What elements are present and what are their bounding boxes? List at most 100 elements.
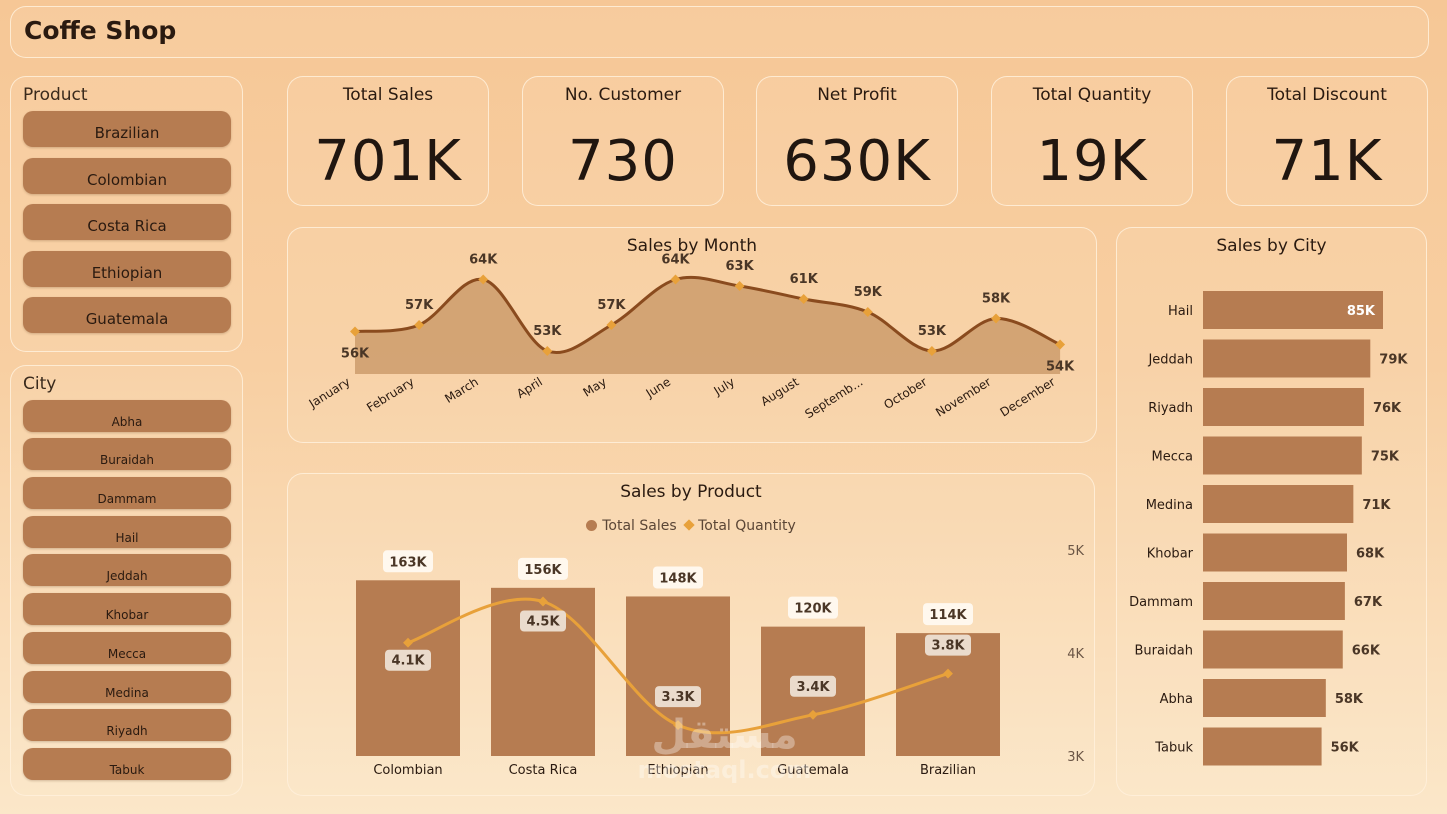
- city-item-medina[interactable]: Medina: [23, 671, 231, 703]
- data-label-box: [383, 550, 433, 573]
- category-label: Buraidah: [1134, 644, 1193, 659]
- data-label: 120K: [794, 602, 832, 617]
- x-tick-label: February: [364, 375, 417, 415]
- x-tick-label: July: [711, 375, 738, 399]
- product-item-costa-rica[interactable]: Costa Rica: [23, 204, 231, 240]
- kpi-value: 71K: [1271, 129, 1383, 194]
- bar: [1203, 727, 1322, 766]
- secondary-axis-tick: 3K: [1067, 750, 1084, 765]
- product-slicer-title: Product: [23, 85, 88, 105]
- city-item-khobar[interactable]: Khobar: [23, 593, 231, 625]
- product-item-ethiopian[interactable]: Ethiopian: [23, 251, 231, 287]
- quantity-point: [673, 720, 683, 731]
- x-tick-label: May: [581, 375, 609, 400]
- data-label: 156K: [524, 563, 562, 578]
- quantity-label: 4.5K: [526, 615, 560, 630]
- category-label: Riyadh: [1148, 401, 1193, 416]
- data-point: [1055, 339, 1066, 350]
- sales-by-city-card: Sales by City Hail 85K Jeddah 79K Riyadh 76K M…: [1116, 227, 1427, 796]
- kpi-value: 730: [568, 129, 678, 194]
- x-tick-label: August: [758, 375, 801, 409]
- category-label: Hail: [1168, 304, 1193, 319]
- quantity-line: [407, 597, 949, 735]
- data-label: 68K: [1356, 547, 1385, 562]
- x-tick-label: March: [442, 375, 480, 406]
- product-item-colombian[interactable]: Colombian: [23, 158, 231, 194]
- quantity-label-box: [520, 610, 566, 632]
- kpi-label: No. Customer: [564, 85, 682, 105]
- product-item-brazilian[interactable]: Brazilian: [23, 111, 231, 147]
- kpi-total-discount: Total Discount 71K: [1226, 76, 1428, 206]
- secondary-axis-tick: 5K: [1067, 544, 1084, 559]
- data-label: 79K: [1379, 353, 1408, 368]
- data-point: [862, 307, 873, 317]
- sales-by-month-card: Sales by Month 56K January 57K February 64K M…: [287, 227, 1097, 443]
- product-item-guatemala[interactable]: Guatemala: [23, 297, 231, 333]
- data-label: 59K: [854, 285, 883, 300]
- data-label: 67K: [1354, 595, 1383, 610]
- x-tick-label: April: [514, 375, 545, 401]
- city-item-riyadh[interactable]: Riyadh: [23, 709, 231, 741]
- quantity-label: 3.4K: [796, 680, 830, 695]
- quantity-label-box: [925, 634, 971, 656]
- city-item-dammam[interactable]: Dammam: [23, 477, 231, 509]
- data-label-box: [923, 603, 973, 626]
- series-line: [354, 275, 1061, 354]
- category-label: Costa Rica: [509, 763, 578, 778]
- watermark: مستقل mostaql.com: [632, 713, 817, 783]
- city-item-jeddah[interactable]: Jeddah: [23, 554, 231, 586]
- data-label: 75K: [1371, 450, 1400, 465]
- data-label: 58K: [1335, 692, 1364, 707]
- data-label: 64K: [661, 253, 690, 268]
- city-slicer-title: City: [23, 374, 57, 394]
- bar: [1203, 485, 1354, 523]
- data-label: 71K: [1362, 498, 1391, 513]
- chart-title: Sales by Product: [620, 482, 762, 502]
- sales-by-city-chart: Hail 85K Jeddah 79K Riyadh 76K Mecca 75K Medina 7…: [1129, 291, 1408, 766]
- chart-title: Sales by City: [1216, 236, 1327, 256]
- category-label: Abha: [1160, 692, 1193, 707]
- city-item-hail[interactable]: Hail: [23, 516, 231, 548]
- kpi-net-profit: Net Profit 630K: [756, 76, 958, 206]
- kpi-value: 630K: [783, 129, 931, 194]
- data-point: [926, 346, 937, 356]
- watermark-arabic: مستقل: [651, 712, 798, 758]
- data-label: 57K: [597, 298, 626, 313]
- kpi-total-quantity: Total Quantity 19K: [991, 76, 1193, 206]
- quantity-label-box: [385, 649, 431, 671]
- data-point: [670, 274, 681, 285]
- kpi-label: Total Discount: [1267, 85, 1387, 105]
- category-label: Khobar: [1147, 547, 1194, 562]
- data-label-box: [653, 566, 703, 589]
- data-label-box: [788, 596, 838, 619]
- kpi-total-sales: Total Sales 701K: [287, 76, 489, 206]
- data-label: 53K: [533, 324, 562, 339]
- data-point: [798, 294, 809, 304]
- data-label: 64K: [469, 253, 498, 268]
- kpi-label: Total Sales: [342, 85, 434, 105]
- x-tick-label: Septemb...: [802, 375, 865, 422]
- data-point: [991, 313, 1001, 324]
- data-label: 76K: [1373, 401, 1402, 416]
- sales-by-month-chart: 56K January 57K February 64K March 53K April 57K…: [306, 253, 1075, 422]
- city-item-tabuk[interactable]: Tabuk: [23, 748, 231, 780]
- kpi-value: 19K: [1036, 129, 1148, 194]
- x-tick-label: January: [306, 375, 353, 412]
- city-item-mecca[interactable]: Mecca: [23, 632, 231, 664]
- watermark-latin: mostaql.com: [637, 756, 812, 784]
- data-label: 57K: [405, 298, 434, 313]
- bar: [1203, 436, 1362, 475]
- data-label: 53K: [918, 324, 947, 339]
- chart-title: Sales by Month: [626, 236, 758, 256]
- city-item-buraidah[interactable]: Buraidah: [23, 438, 231, 470]
- x-tick-label: June: [643, 375, 673, 401]
- bar: [1203, 533, 1347, 572]
- bar: [1203, 679, 1326, 717]
- kpi-no-customer: No. Customer 730: [522, 76, 724, 206]
- city-item-abha[interactable]: Abha: [23, 400, 231, 432]
- quantity-point: [943, 668, 953, 679]
- area-fill: [355, 277, 1061, 374]
- product-slicer: Product Brazilian Colombian Costa Rica E…: [10, 76, 243, 352]
- kpi-label: Total Quantity: [1032, 85, 1152, 105]
- category-label: Brazilian: [920, 763, 976, 778]
